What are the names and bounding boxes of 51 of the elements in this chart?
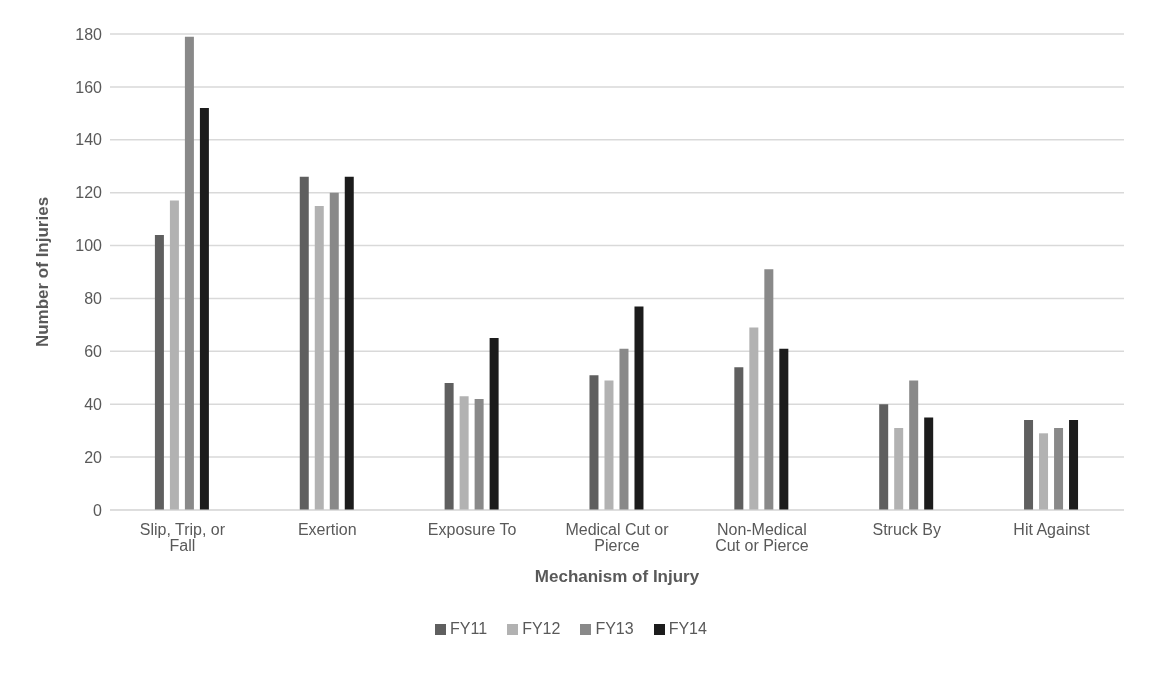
x-tick-label: Exertion: [297, 521, 357, 539]
bar: [459, 396, 469, 510]
y-tick-label: 40: [84, 395, 103, 413]
x-axis-title: Mechanism of Injury: [534, 567, 700, 586]
x-tick-label: Exposure To: [427, 521, 517, 539]
bar: [444, 383, 454, 510]
x-tick-label: Hit Against: [1013, 521, 1091, 539]
bar: [184, 36, 194, 510]
bar: [1024, 420, 1034, 510]
bar: [589, 375, 599, 510]
bar: [779, 348, 789, 510]
legend-label: FY12: [522, 620, 561, 637]
bar: [199, 108, 209, 510]
bar: [314, 205, 324, 510]
y-tick-label: 60: [84, 343, 103, 361]
bar: [169, 200, 179, 510]
y-tick-label: 160: [75, 78, 103, 96]
y-tick-label: 80: [84, 290, 103, 308]
bar: [154, 234, 164, 510]
x-tick-label: Struck By: [872, 521, 941, 539]
bar: [299, 176, 309, 510]
legend-label: FY14: [668, 620, 707, 637]
bar: [894, 428, 904, 510]
legend-label: FY11: [450, 620, 488, 637]
bar: [344, 176, 354, 510]
bar: [734, 367, 744, 510]
y-axis-title: Number of Injuries: [33, 196, 53, 348]
y-tick-label: 180: [75, 25, 103, 43]
y-tick-label: 100: [75, 237, 103, 255]
bar: [749, 327, 759, 510]
bar: [1069, 420, 1079, 510]
bar: [634, 306, 644, 510]
bar: [329, 192, 339, 510]
bar: [489, 338, 499, 510]
x-tick-label: Slip, Trip, or Fall: [139, 521, 226, 555]
y-tick-label: 0: [93, 501, 103, 519]
bar: [879, 404, 889, 510]
bar: [474, 398, 484, 510]
bar: [924, 417, 934, 510]
x-tick-label: Medical Cut or Pierce: [565, 521, 670, 555]
bar: [764, 269, 774, 510]
legend-label: FY13: [595, 620, 634, 637]
bar: [604, 380, 614, 510]
bar: [619, 348, 629, 510]
y-tick-label: 20: [84, 448, 103, 466]
bar: [1054, 428, 1064, 510]
bar: [909, 380, 919, 510]
y-tick-label: 120: [75, 184, 103, 202]
bar: [1039, 433, 1049, 510]
x-tick-label: Non-Medical Cut or Pierce: [715, 521, 809, 555]
y-tick-label: 140: [75, 131, 103, 149]
